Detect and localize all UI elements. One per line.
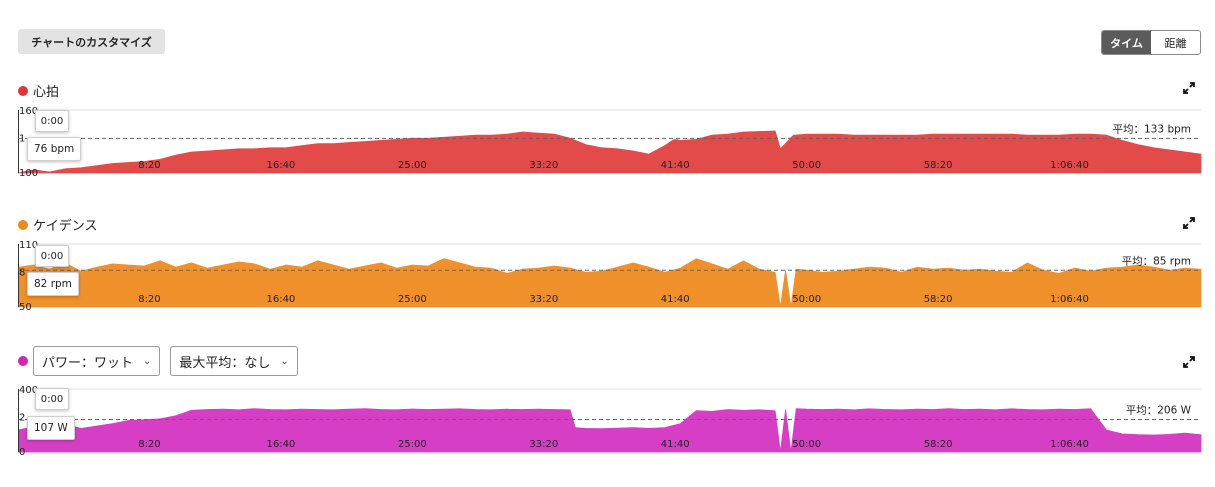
hover-value-tooltip-heart-rate: 76 bpm — [27, 137, 82, 161]
series-area — [18, 130, 1202, 174]
customize-chart-button[interactable]: チャートのカスタマイズ — [18, 29, 165, 54]
x-tick-label: 58:20 — [924, 160, 953, 171]
average-label: 平均：85 rpm — [1122, 255, 1191, 267]
toggle-distance-option[interactable]: 距離 — [1151, 31, 1200, 54]
y-tick-label: 50 — [19, 302, 32, 313]
heart-rate-title: 心拍 — [33, 85, 60, 100]
cadence-title: ケイデンス — [33, 219, 98, 234]
hover-time-tooltip-power: 0:00 — [35, 388, 69, 410]
series-area — [18, 408, 1202, 453]
expand-heart-rate-icon[interactable] — [1183, 82, 1195, 94]
y-tick-label: 400 — [19, 385, 38, 396]
x-tick-label: 1:06:40 — [1050, 294, 1089, 305]
cadence-header: ケイデンス — [18, 215, 97, 234]
x-tick-label: 8:20 — [138, 294, 160, 305]
time-distance-toggle[interactable]: タイム 距離 — [1101, 30, 1201, 55]
power-chart[interactable]: 平均：206 W 400 2 0 8:20 16:40 25:00 33:20 41:40 50:… — [18, 383, 1203, 459]
x-tick-label: 58:20 — [924, 294, 953, 305]
hover-value-tooltip-cadence: 82 rpm — [27, 272, 79, 296]
x-tick-label: 16:40 — [266, 160, 295, 171]
hover-value-tooltip-power: 107 W — [27, 416, 75, 440]
max-average-select-value: 最大平均：なし — [179, 355, 271, 371]
x-tick-label: 8:20 — [138, 160, 160, 171]
chevron-down-icon: ⌄ — [280, 355, 289, 367]
toggle-time-option[interactable]: タイム — [1102, 31, 1151, 54]
x-tick-label: 33:20 — [529, 439, 558, 450]
expand-power-icon[interactable] — [1183, 356, 1195, 368]
heart-rate-chart[interactable]: 平均：133 bpm 160 1 100 8:20 16:40 25:00 33:20 41:4… — [18, 104, 1203, 180]
x-tick-label: 16:40 — [266, 294, 295, 305]
x-tick-label: 33:20 — [529, 294, 558, 305]
average-label: 平均：206 W — [1126, 405, 1192, 417]
x-tick-label: 1:06:40 — [1050, 439, 1089, 450]
x-tick-label: 1:06:40 — [1050, 160, 1089, 171]
hover-time-tooltip-heart-rate: 0:00 — [35, 110, 69, 132]
x-tick-label: 50:00 — [792, 294, 821, 305]
power-metric-select[interactable]: パワー：ワット ⌄ — [33, 346, 161, 376]
x-tick-label: 50:00 — [792, 160, 821, 171]
x-tick-label: 25:00 — [398, 160, 427, 171]
chevron-down-icon: ⌄ — [143, 355, 152, 367]
x-tick-label: 16:40 — [266, 439, 295, 450]
x-tick-label: 25:00 — [398, 294, 427, 305]
x-tick-label: 8:20 — [138, 439, 160, 450]
x-tick-label: 58:20 — [924, 439, 953, 450]
x-tick-label: 41:40 — [661, 294, 690, 305]
max-average-select[interactable]: 最大平均：なし ⌄ — [170, 346, 298, 376]
cadence-color-dot — [18, 219, 28, 230]
y-tick-label: 2 — [19, 413, 25, 424]
average-label: 平均：133 bpm — [1113, 123, 1191, 135]
hover-time-tooltip-cadence: 0:00 — [35, 245, 69, 267]
power-metric-select-value: パワー：ワット — [42, 355, 134, 371]
x-tick-label: 25:00 — [398, 439, 427, 450]
power-header: パワー：ワット ⌄ 最大平均：なし ⌄ — [18, 346, 308, 376]
x-tick-label: 41:40 — [661, 160, 690, 171]
series-area — [18, 258, 1202, 308]
expand-cadence-icon[interactable] — [1183, 217, 1195, 229]
y-tick-label: 100 — [19, 168, 38, 179]
x-tick-label: 33:20 — [529, 160, 558, 171]
x-tick-label: 50:00 — [792, 439, 821, 450]
heart-rate-header: 心拍 — [18, 81, 59, 100]
cadence-chart[interactable]: 平均：85 rpm 110 8 50 8:20 16:40 25:00 33:20 41:40 5… — [18, 238, 1203, 314]
x-tick-label: 41:40 — [661, 439, 690, 450]
heart-rate-color-dot — [18, 85, 28, 96]
y-tick-label: 160 — [19, 106, 38, 117]
y-tick-label: 110 — [19, 240, 38, 251]
y-tick-label: 1 — [19, 134, 25, 145]
power-color-dot — [18, 356, 28, 366]
y-tick-label: 0 — [19, 447, 25, 458]
y-tick-label: 8 — [19, 268, 25, 279]
